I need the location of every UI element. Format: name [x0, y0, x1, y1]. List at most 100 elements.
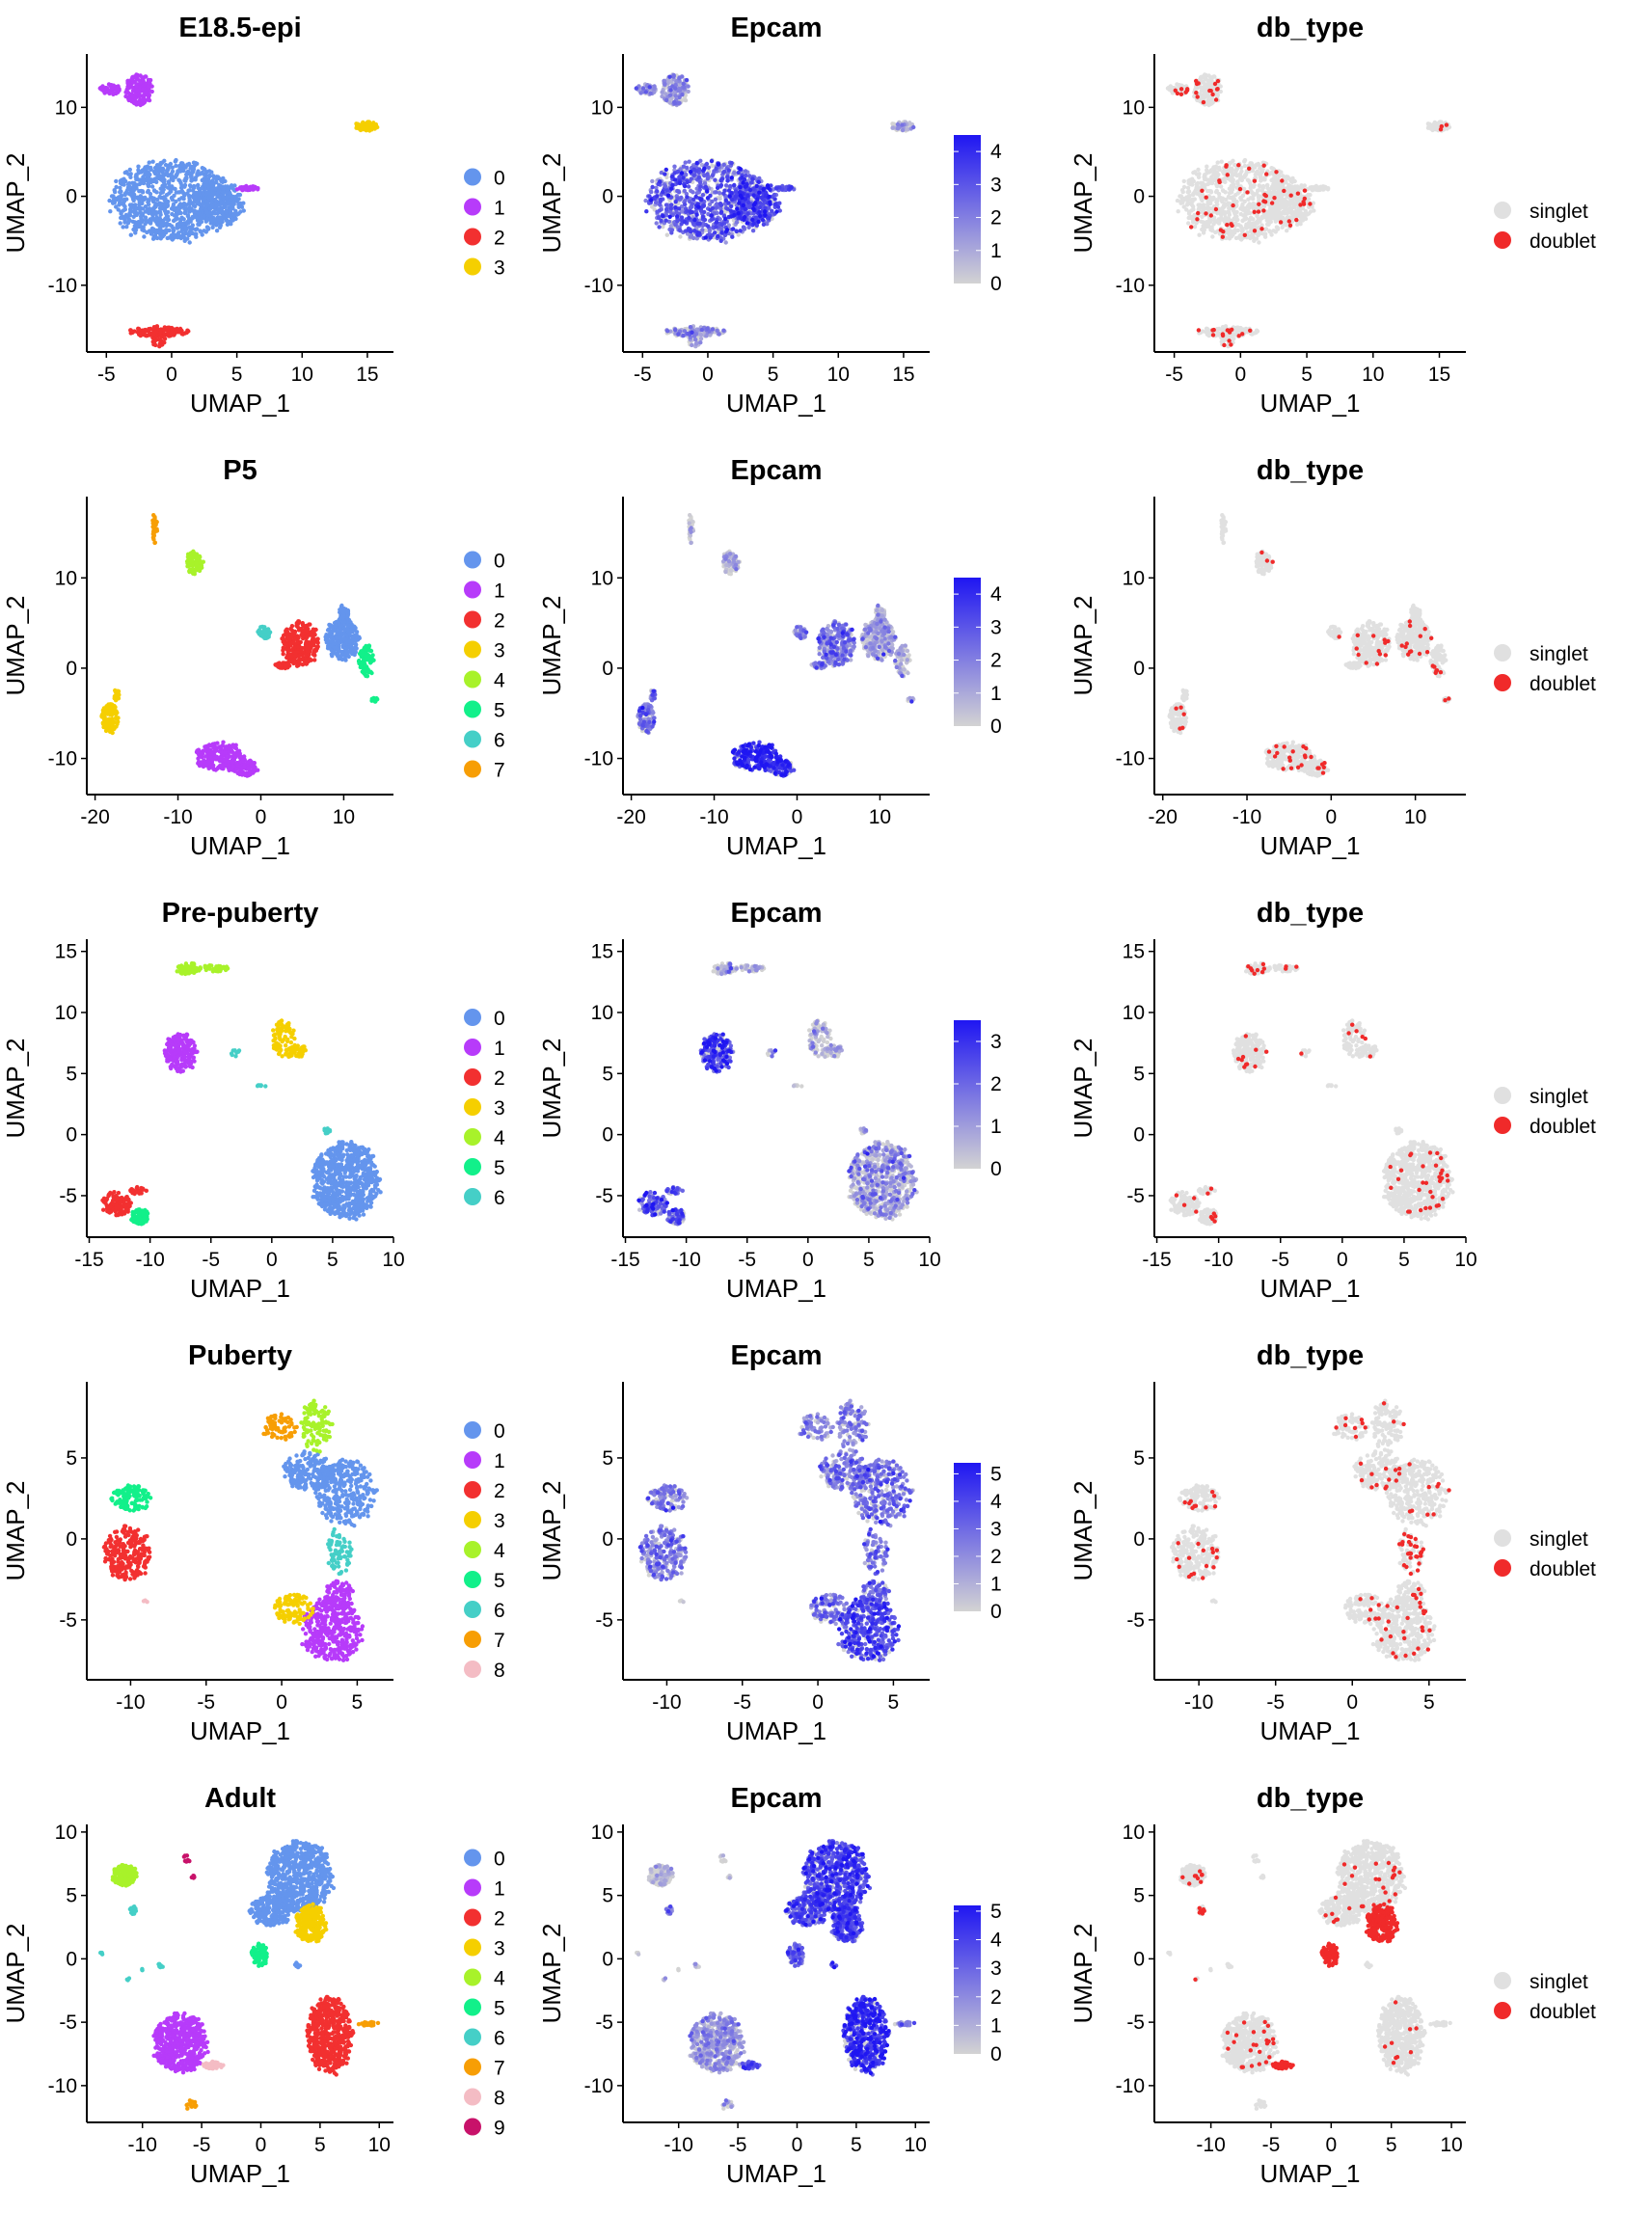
- data-point: [1205, 326, 1210, 332]
- data-point: [714, 166, 718, 171]
- data-point: [124, 225, 129, 230]
- x-tick-label: 15: [1428, 364, 1450, 386]
- data-point: [1217, 165, 1222, 171]
- data-point: [190, 171, 195, 176]
- data-point: [698, 340, 703, 345]
- data-point: [128, 175, 133, 179]
- data-point: [1218, 84, 1223, 89]
- data-point: [900, 122, 905, 127]
- data-point: [736, 170, 741, 176]
- data-point: [1288, 178, 1293, 184]
- expression-points: [634, 72, 916, 349]
- data-point: [674, 214, 680, 219]
- y-tick-label: 10: [591, 96, 613, 119]
- data-point: [112, 198, 118, 202]
- data-point: [157, 169, 163, 174]
- data-point: [135, 87, 140, 93]
- data-point: [754, 183, 759, 189]
- data-point: [106, 82, 112, 87]
- data-point: [1202, 75, 1206, 80]
- data-point: [1270, 191, 1275, 196]
- data-point: [676, 190, 682, 195]
- data-point: [203, 192, 209, 197]
- data-point: [162, 337, 168, 341]
- data-point: [1215, 160, 1220, 165]
- data-point: [1215, 202, 1220, 207]
- data-point: [1275, 202, 1280, 207]
- data-point: [194, 231, 199, 236]
- data-point: [185, 219, 190, 225]
- data-point: [1200, 188, 1205, 193]
- data-point: [1255, 162, 1259, 167]
- data-point: [1298, 202, 1303, 207]
- data-point: [770, 208, 774, 213]
- data-point: [181, 217, 186, 222]
- data-point: [659, 170, 664, 176]
- data-point: [1234, 166, 1240, 172]
- data-point: [680, 93, 685, 97]
- data-point: [726, 201, 731, 205]
- data-point: [119, 189, 123, 194]
- data-point: [1184, 195, 1189, 200]
- data-point: [147, 176, 151, 182]
- data-point: [217, 202, 222, 207]
- data-point: [165, 171, 170, 176]
- data-point: [1285, 229, 1289, 233]
- data-point: [160, 176, 166, 180]
- data-point: [672, 99, 677, 105]
- data-point: [173, 330, 177, 335]
- data-point: [194, 215, 200, 220]
- data-point: [136, 326, 142, 332]
- data-point: [706, 165, 711, 170]
- data-point: [1214, 188, 1219, 194]
- data-point: [131, 227, 136, 232]
- db-type-panel: db_type -5 0 5 10 15 -10 0 10 UMAP_1 UMAP_2 singlet…: [1069, 0, 1652, 443]
- data-point: [1214, 173, 1219, 178]
- data-point: [119, 211, 123, 216]
- data-point: [203, 186, 208, 191]
- data-point: [201, 201, 205, 205]
- data-point: [201, 191, 205, 196]
- data-point: [712, 211, 718, 216]
- data-point: [149, 89, 154, 94]
- data-point: [1181, 184, 1187, 190]
- data-point: [1322, 185, 1327, 190]
- data-point: [1173, 88, 1178, 94]
- data-point: [738, 229, 743, 233]
- data-point: [1240, 332, 1245, 337]
- data-point: [1176, 209, 1180, 214]
- data-point: [1193, 187, 1199, 193]
- data-point: [708, 207, 713, 212]
- data-point: [729, 176, 734, 180]
- data-point: [648, 198, 654, 202]
- legend-label: singlet: [1530, 201, 1588, 223]
- data-point: [1251, 231, 1256, 237]
- data-point: [234, 212, 240, 217]
- data-point: [130, 197, 136, 202]
- data-point: [691, 197, 696, 202]
- data-point: [130, 75, 135, 80]
- data-point: [725, 175, 730, 179]
- data-point: [1199, 94, 1204, 99]
- data-point: [210, 183, 216, 188]
- data-point: [199, 219, 204, 225]
- data-point: [174, 163, 178, 169]
- data-point: [638, 91, 643, 95]
- data-point: [661, 213, 665, 219]
- data-point: [753, 201, 758, 205]
- data-point: [136, 164, 141, 169]
- data-point: [1288, 193, 1293, 198]
- data-point: [1259, 230, 1264, 236]
- data-point: [151, 199, 156, 204]
- data-point: [670, 182, 675, 188]
- data-point: [146, 173, 150, 178]
- colorbar-tick-label: 4: [990, 141, 1002, 163]
- data-point: [125, 187, 130, 193]
- data-point: [130, 80, 136, 85]
- data-point: [151, 210, 157, 215]
- data-point: [906, 127, 910, 132]
